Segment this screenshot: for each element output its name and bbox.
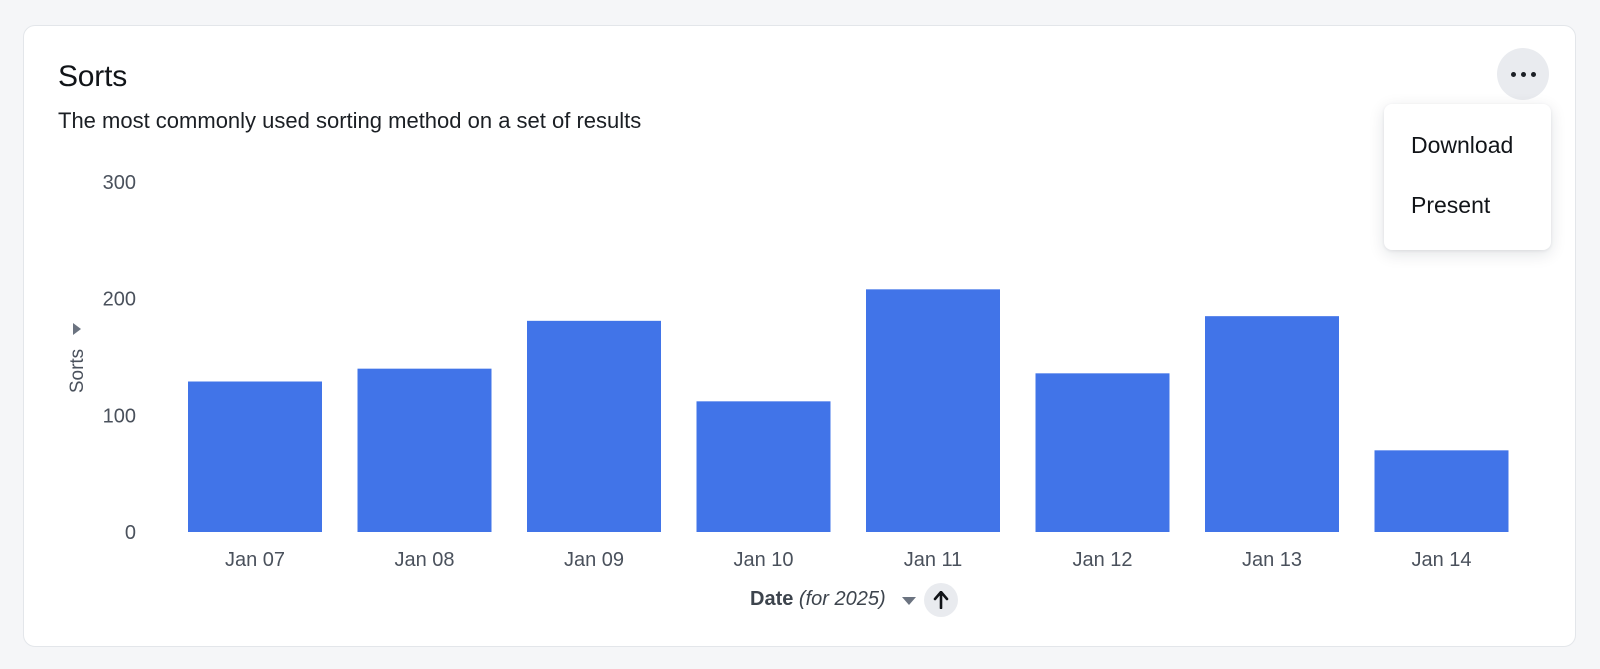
x-axis-title: Date (for 2025): [750, 581, 886, 617]
x-axis-title-qualifier: (for 2025): [798, 588, 886, 610]
x-tick-label: Jan 08: [394, 549, 454, 571]
x-tick-label: Jan 12: [1072, 549, 1132, 571]
y-axis-caret-icon[interactable]: [73, 323, 81, 335]
bar[interactable]: [527, 320, 661, 532]
x-tick-label: Jan 09: [564, 549, 624, 571]
more-options-button[interactable]: [1497, 48, 1549, 100]
options-menu: Download Present: [1384, 104, 1551, 250]
bar[interactable]: [188, 381, 322, 533]
menu-item-present[interactable]: Present: [1411, 192, 1491, 218]
bar[interactable]: [696, 401, 831, 532]
sort-ascending-button[interactable]: [924, 583, 958, 617]
y-tick-label: 200: [103, 289, 136, 311]
x-tick-label: Jan 13: [1242, 549, 1302, 571]
chart-title: Sorts: [58, 60, 128, 93]
menu-item-download[interactable]: Download: [1411, 132, 1514, 158]
bar-chart: 0 100 200 300 Sorts Jan 07 Jan 08 Jan 09 Jan 10 J…: [67, 172, 1509, 571]
more-dot-icon: [1510, 71, 1516, 77]
y-tick-label: 300: [103, 172, 136, 194]
x-axis-title-main: Date: [750, 588, 794, 610]
x-tick-label: Jan 14: [1411, 549, 1471, 571]
x-axis-dropdown-caret-icon[interactable]: [902, 597, 916, 605]
arrow-up-icon: [933, 591, 949, 609]
x-tick-label: Jan 07: [225, 549, 285, 571]
bar[interactable]: [1374, 450, 1509, 532]
x-tick-label: Jan 10: [733, 549, 793, 571]
y-tick-label: 0: [125, 522, 136, 544]
y-axis-title: Sorts: [67, 349, 88, 393]
x-tick-label: Jan 11: [904, 549, 963, 571]
bar[interactable]: [866, 289, 1000, 532]
bar[interactable]: [357, 368, 492, 532]
y-tick-label: 100: [103, 405, 136, 427]
chart-card: Sorts The most commonly used sorting met…: [23, 25, 1576, 647]
chart-subtitle: The most commonly used sorting method on…: [58, 108, 642, 133]
bar[interactable]: [1205, 316, 1339, 532]
more-dot-icon: [1520, 71, 1526, 77]
bar[interactable]: [1035, 373, 1170, 532]
more-dot-icon: [1530, 71, 1536, 77]
x-axis-title-row: Date (for 2025): [24, 581, 1575, 621]
